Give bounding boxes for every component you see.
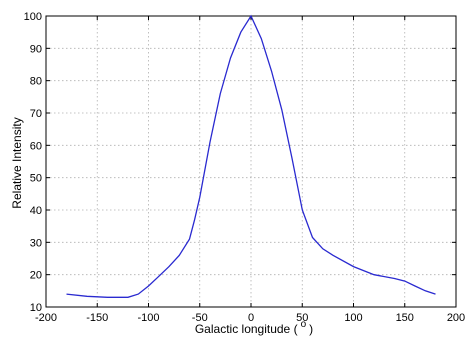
y-tick-labels: 10 20 30 40 50 60 70 80 90 100: [24, 11, 42, 314]
series-line: [66, 14, 436, 298]
y-tick-label: 50: [30, 173, 42, 185]
x-axis-unit: o: [301, 319, 307, 330]
x-tick-label: -100: [137, 312, 159, 324]
y-tick-label: 20: [30, 270, 42, 282]
y-tick-label: 80: [30, 76, 42, 88]
grid-lines: [46, 16, 456, 307]
x-tick-label: 150: [396, 312, 414, 324]
x-tick-label: -50: [192, 312, 208, 324]
y-tick-label: 90: [30, 43, 42, 55]
x-tick-label: 100: [344, 312, 362, 324]
x-axis-title: Galactic longitude (o): [195, 319, 313, 336]
y-tick-label: 100: [24, 11, 42, 23]
y-tick-label: 40: [30, 205, 42, 217]
x-tick-label: -150: [86, 312, 108, 324]
x-axis-title-close: ): [309, 322, 313, 336]
x-axis-title-text: Galactic longitude (: [195, 322, 298, 336]
x-tick-label: 50: [296, 312, 308, 324]
x-tick-labels: -200 -150 -100 -50 0 50 100 150 200: [35, 312, 465, 324]
y-tick-label: 60: [30, 140, 42, 152]
y-axis-title: Relative Intensity: [10, 117, 24, 208]
x-tick-label: 200: [447, 312, 465, 324]
x-tick-label: 0: [248, 312, 254, 324]
y-tick-label: 30: [30, 237, 42, 249]
y-tick-label: 70: [30, 108, 42, 120]
x-tick-label: -200: [35, 312, 57, 324]
y-tick-label: 10: [30, 302, 42, 314]
